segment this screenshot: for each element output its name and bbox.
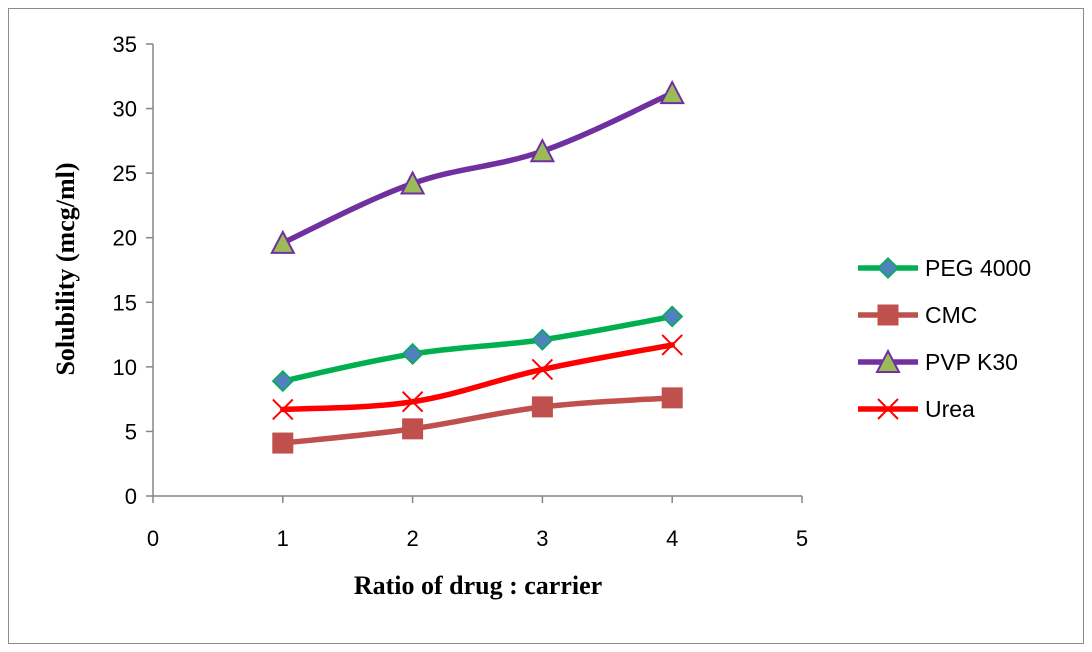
data-point-urea: [401, 391, 424, 413]
data-point-pvp-k30: [399, 170, 426, 195]
axes: 0 5 10 15 20 25 30 35 0 1 2 3 4 5: [113, 32, 809, 551]
data-point-peg-4000: [271, 370, 294, 393]
y-axis-title: Solubility (mcg/ml): [51, 162, 80, 375]
legend-marker: [876, 256, 900, 280]
data-point-urea: [531, 358, 554, 381]
series-line-urea: [280, 342, 675, 413]
chart-frame: [8, 8, 1084, 644]
data-point-pvp-k30: [659, 79, 685, 105]
data-point-cmc: [402, 418, 424, 440]
data-point-cmc: [272, 432, 294, 454]
marker-stroke: [661, 334, 683, 356]
x-tick-label: 1: [277, 526, 289, 551]
data-point-cmc: [661, 387, 683, 409]
y-tick-label: 30: [113, 97, 137, 122]
marker-stroke: [401, 391, 424, 413]
data-point-peg-4000: [661, 305, 684, 328]
data-point-urea: [272, 398, 294, 421]
y-tick-label: 20: [113, 226, 137, 251]
legend-item-urea: Urea: [858, 396, 975, 422]
data-point-peg-4000: [401, 342, 424, 366]
legend: PEG 4000 CMC PVP K30 Urea: [858, 255, 1031, 422]
y-tick-label: 35: [113, 32, 137, 57]
x-tick-label: 3: [536, 526, 548, 551]
y-tick-label: 0: [125, 484, 137, 509]
x-tick-label: 4: [666, 526, 678, 551]
series-peg-4000: [271, 305, 684, 393]
series-line-cmc: [280, 395, 675, 446]
series-cmc: [272, 387, 683, 454]
y-tick-label: 25: [113, 161, 137, 186]
data-point-urea: [661, 334, 683, 356]
y-tick-label: 15: [113, 290, 137, 315]
data-point-pvp-k30: [270, 229, 296, 254]
y-tick-label: 5: [125, 419, 137, 444]
x-tick-label: 5: [796, 526, 808, 551]
series-urea: [272, 334, 683, 421]
legend-item-cmc: CMC: [858, 302, 977, 328]
legend-label: CMC: [925, 302, 977, 328]
marker-stroke: [531, 358, 554, 381]
marker-stroke: [877, 398, 899, 420]
legend-item-pvp-k30: PVP K30: [858, 348, 1018, 375]
data-point-peg-4000: [531, 328, 554, 351]
legend-label: PVP K30: [925, 349, 1018, 375]
x-tick-label: 2: [406, 526, 418, 551]
legend-marker: [877, 398, 899, 420]
x-tick-label: 0: [147, 526, 159, 551]
marker-stroke: [272, 398, 294, 421]
series-line-pvp-k30: [280, 90, 675, 246]
legend-marker: [877, 304, 899, 326]
series-line-peg-4000: [280, 313, 675, 384]
legend-item-peg-4000: PEG 4000: [858, 255, 1031, 281]
series-pvp-k30: [270, 79, 685, 254]
series: [270, 79, 685, 454]
legend-label: Urea: [925, 396, 975, 422]
legend-marker: [875, 348, 901, 373]
y-tick-label: 10: [113, 355, 137, 380]
legend-label: PEG 4000: [925, 255, 1031, 281]
x-axis-title: Ratio of drug : carrier: [354, 571, 602, 600]
data-point-pvp-k30: [529, 138, 556, 163]
data-point-cmc: [531, 396, 553, 418]
